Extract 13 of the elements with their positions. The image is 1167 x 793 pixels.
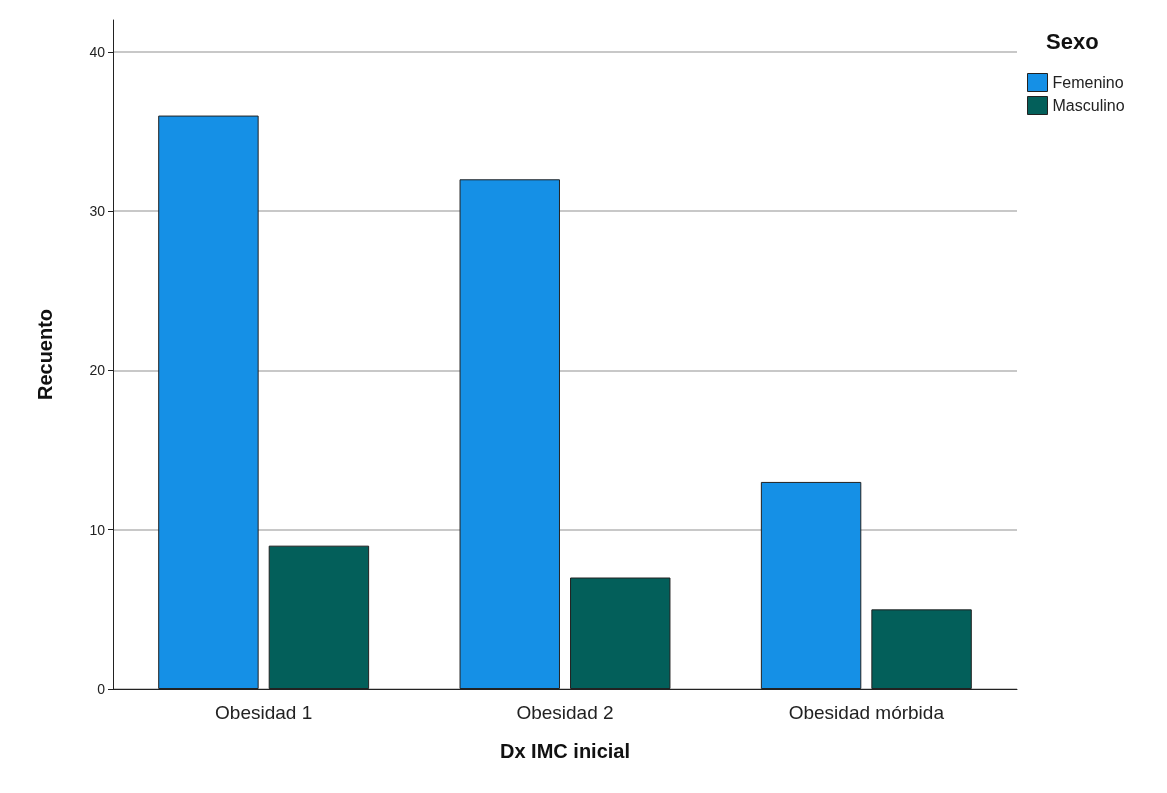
y-axis-title: Recuento	[34, 308, 56, 401]
y-tick-label: 30	[89, 203, 106, 220]
y-tick-label: 0	[97, 681, 106, 697]
x-axis-title: Dx IMC inicial	[499, 740, 631, 762]
y-tick-label: 20	[89, 362, 106, 379]
x-tick-label: Obesidad 2	[516, 702, 614, 723]
x-tick-label: Obesidad 1	[215, 702, 313, 723]
legend-title: Sexo	[1046, 28, 1099, 54]
y-tick-label: 40	[89, 43, 106, 60]
y-tick-label: 10	[89, 521, 106, 538]
legend-label: Femenino	[1052, 74, 1124, 91]
legend-label: Masculino	[1052, 97, 1125, 114]
x-tick-label: Obesidad mórbida	[788, 702, 945, 723]
